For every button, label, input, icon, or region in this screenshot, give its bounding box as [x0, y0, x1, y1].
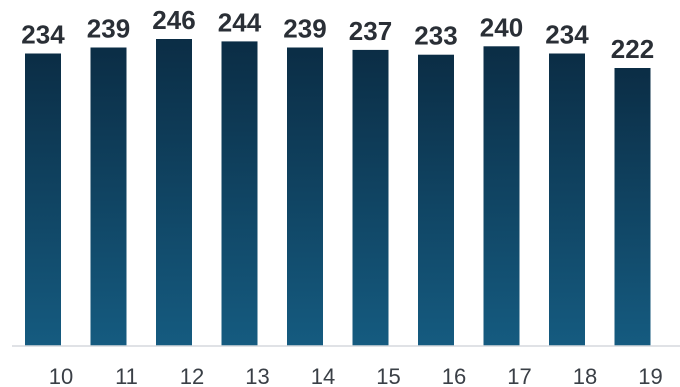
x-tick-label-14: 14 — [311, 364, 335, 387]
value-label-16: 233 — [414, 21, 457, 51]
value-label-12: 246 — [152, 5, 195, 35]
value-label-19: 222 — [611, 34, 654, 64]
x-tick-label-16: 16 — [442, 364, 466, 387]
bar-10 — [25, 53, 61, 346]
x-tick-labels-layer: 10 11 12 13 14 15 16 17 18 19 — [49, 364, 663, 387]
value-label-15: 237 — [349, 16, 392, 46]
value-label-10: 234 — [21, 20, 65, 50]
bar-19 — [614, 68, 651, 346]
bar-13 — [221, 41, 258, 347]
x-tick-label-10: 10 — [49, 364, 73, 387]
bar-11 — [90, 47, 127, 346]
bars-layer — [25, 39, 651, 347]
bar-12 — [156, 39, 192, 346]
bar-18 — [549, 53, 585, 346]
value-label-17: 240 — [480, 12, 523, 42]
x-tick-label-17: 17 — [507, 364, 531, 387]
x-tick-label-12: 12 — [180, 364, 204, 387]
value-labels-layer: 234 239 246 244 239 237 233 240 234 222 — [21, 5, 654, 64]
value-label-18: 234 — [545, 20, 589, 50]
x-tick-label-15: 15 — [376, 364, 400, 387]
bar-15 — [352, 49, 389, 347]
bar-16 — [418, 54, 454, 346]
x-tick-label-11: 11 — [115, 364, 138, 387]
value-label-13: 244 — [218, 7, 262, 37]
x-tick-label-13: 13 — [245, 364, 269, 387]
x-tick-label-19: 19 — [638, 364, 662, 387]
value-label-11: 239 — [87, 14, 130, 44]
x-tick-label-18: 18 — [573, 364, 597, 387]
bar-14 — [287, 47, 323, 346]
bar-17 — [483, 46, 520, 347]
value-label-14: 239 — [283, 14, 326, 44]
